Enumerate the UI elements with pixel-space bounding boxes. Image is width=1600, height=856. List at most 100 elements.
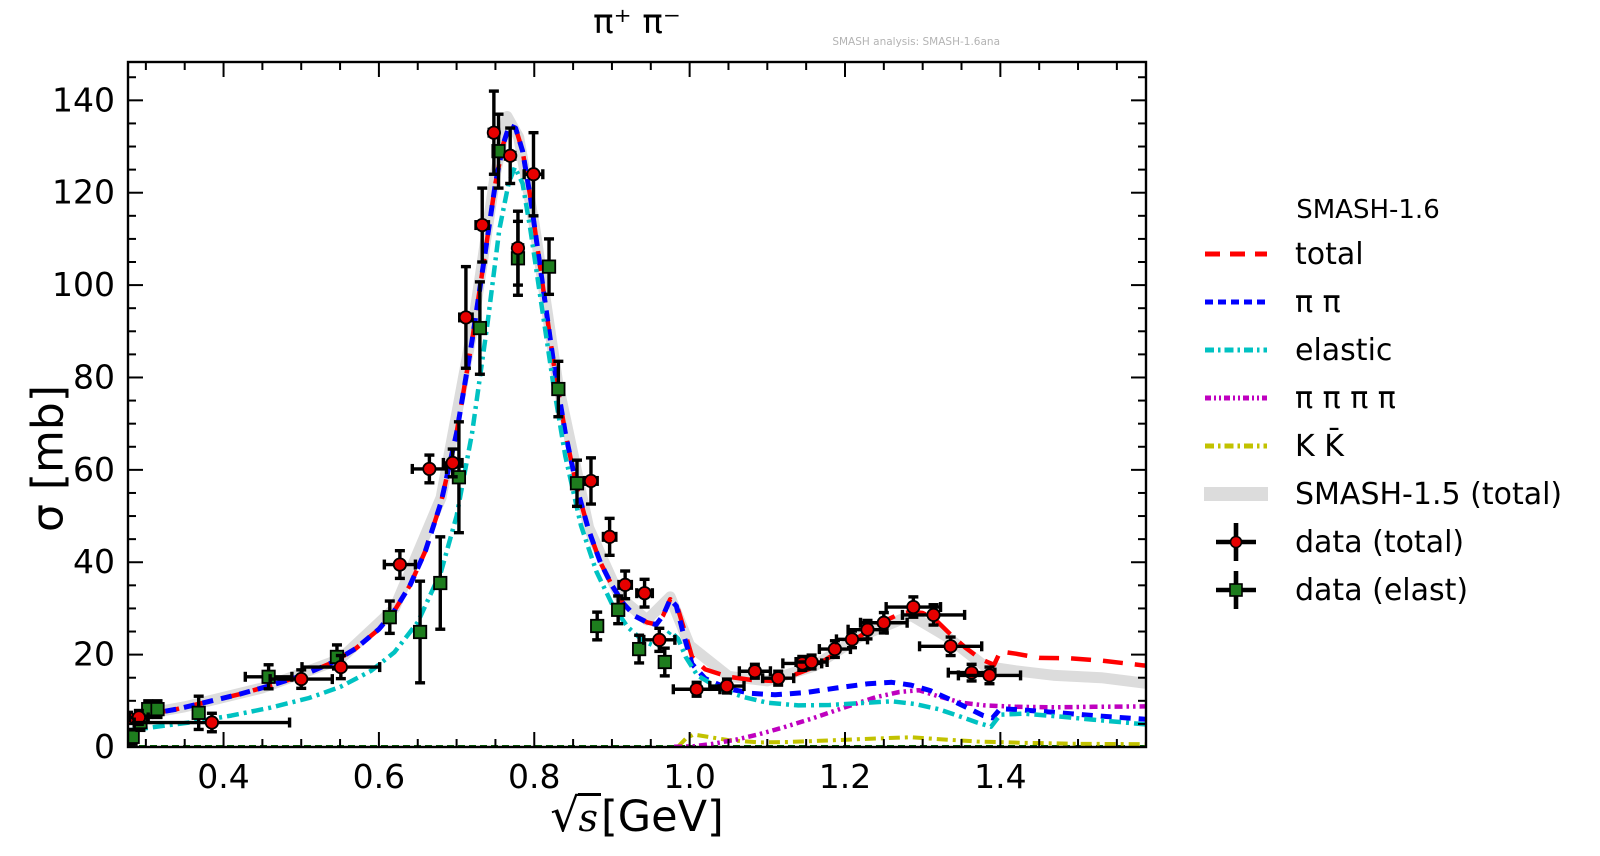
watermark-text: SMASH analysis: SMASH-1.6ana [832, 36, 1000, 48]
y-tick-label: 40 [73, 542, 115, 581]
data-point-total [652, 632, 667, 647]
data-point-elast [657, 654, 672, 670]
data-point-total [503, 148, 518, 163]
legend-label-pipi: π π [1295, 284, 1341, 320]
curve-total [128, 123, 1146, 721]
legend-rows: total π π elastic π π π π K K̄ SMASH-1.5 (tot… [1203, 230, 1583, 614]
data-point-total [982, 668, 997, 683]
x-axis-unit: [GeV] [601, 792, 724, 842]
data-point-total [637, 586, 652, 601]
data-point-total [906, 599, 921, 615]
data-point-elast [611, 602, 626, 617]
pipi-swatch-icon [1203, 282, 1269, 322]
kkbar-swatch-icon [1203, 426, 1269, 466]
pipipipi-swatch-icon [1203, 378, 1269, 418]
data-point-total [602, 529, 617, 544]
legend-label-data-total: data (total) [1295, 524, 1465, 560]
data-point-total [333, 659, 348, 675]
data-point-total [526, 167, 541, 182]
curve-pipi [128, 122, 1146, 722]
data-point-total [827, 641, 842, 657]
legend-item-elastic: elastic [1203, 326, 1583, 374]
data-point-total [926, 607, 941, 622]
plot-title: π⁺ π⁻ [593, 2, 681, 42]
data-point-total [719, 678, 735, 694]
legend-item-total: total [1203, 230, 1583, 278]
legend-label-smash15: SMASH-1.5 (total) [1295, 476, 1563, 512]
x-tick-label: 1.0 [663, 757, 715, 796]
data-point-elast [590, 618, 605, 634]
y-axis-label: σ [mb] [22, 385, 74, 532]
y-tick-label: 100 [52, 265, 115, 304]
total-swatch-icon [1203, 234, 1269, 274]
data-point-elast [128, 729, 140, 744]
data-total-group [128, 89, 1023, 734]
x-tick-label: 1.2 [819, 757, 871, 796]
legend-item-kkbar: K K̄ [1203, 422, 1583, 470]
legend: SMASH-1.6 total π π elastic π π π π K K̄ SMAS… [1203, 190, 1583, 614]
legend-label-kkbar: K K̄ [1295, 428, 1344, 464]
legend-header: SMASH-1.6 [1296, 195, 1440, 225]
data-point-total [510, 241, 526, 256]
y-tick-label: 140 [52, 80, 115, 119]
y-tick-label: 20 [73, 635, 115, 674]
data-point-elast [569, 476, 585, 491]
y-tick-label: 80 [73, 357, 115, 396]
legend-item-data-total: data (total) [1203, 518, 1583, 566]
data-point-total [458, 310, 474, 325]
legend-label-pipipipi: π π π π [1295, 380, 1396, 416]
data-point-total [876, 615, 891, 630]
data-elast-swatch-icon [1203, 570, 1269, 610]
legend-item-smash15: SMASH-1.5 (total) [1203, 470, 1583, 518]
data-point-total [294, 672, 309, 687]
y-tick-label: 0 [94, 727, 115, 766]
sqrt-radical: √ [550, 788, 580, 842]
data-point-elast [472, 320, 487, 336]
band-smash15 [128, 111, 1146, 723]
smash15-swatch-icon [1203, 474, 1269, 514]
data-point-total [771, 671, 786, 686]
x-tick-label: 1.4 [974, 757, 1026, 796]
data-elast-group [128, 112, 672, 746]
curve-pipipipi [674, 687, 1146, 747]
data-point-elast [412, 624, 428, 640]
data-point-total [747, 664, 762, 679]
data-point-elast [632, 641, 647, 657]
x-tick-label: 0.4 [197, 757, 249, 796]
data-point-elast [433, 575, 448, 591]
x-tick-label: 0.8 [508, 757, 560, 796]
data-point-total [445, 455, 460, 471]
legend-label-data-elast: data (elast) [1295, 572, 1469, 608]
x-tick-label: 0.6 [353, 757, 405, 796]
axes-frame [126, 60, 1148, 749]
legend-item-pipipipi: π π π π [1203, 374, 1583, 422]
data-point-total [844, 632, 860, 647]
plot-data-layer [128, 89, 1146, 747]
y-tick-label: 60 [73, 450, 115, 489]
data-point-elast [191, 705, 206, 720]
data-point-elast [541, 259, 557, 274]
data-point-total [475, 217, 490, 233]
data-point-total [618, 577, 633, 592]
data-point-total [392, 557, 407, 572]
data-point-total [689, 682, 704, 697]
legend-item-data-elast: data (elast) [1203, 566, 1583, 614]
sqrt-argument: s [577, 793, 602, 840]
legend-label-elastic: elastic [1295, 332, 1393, 368]
y-tick-label: 120 [52, 173, 115, 212]
legend-item-pipi: π π [1203, 278, 1583, 326]
data-point-elast [551, 381, 566, 397]
data-point-total [583, 473, 599, 489]
elastic-swatch-icon [1203, 330, 1269, 370]
data-point-total [422, 461, 437, 477]
data-point-elast [382, 610, 397, 625]
data-point-total [860, 622, 875, 637]
data-point-total [486, 125, 501, 140]
data-point-total [943, 639, 958, 654]
data-point-total [804, 654, 819, 670]
x-axis-label: √s[GeV] [128, 788, 1146, 842]
data-point-elast [150, 702, 165, 717]
legend-label-total: total [1295, 236, 1364, 272]
